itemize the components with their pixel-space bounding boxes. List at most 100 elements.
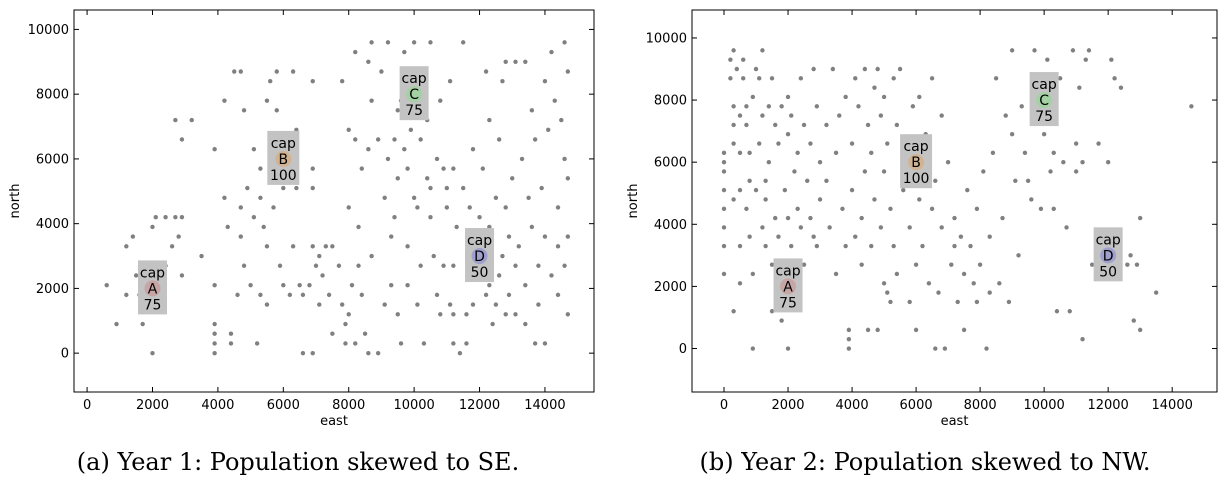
facility-id-label: B: [911, 155, 921, 171]
demand-point: [421, 341, 427, 346]
demand-point: [1022, 150, 1028, 156]
x-tick-label: 0: [720, 398, 728, 413]
demand-point: [562, 156, 567, 162]
y-tick-label: 8000: [36, 88, 69, 103]
demand-point: [1054, 309, 1060, 314]
demand-point: [366, 147, 371, 152]
x-tick-label: 2000: [771, 398, 804, 413]
demand-point: [837, 113, 842, 118]
facility-marker: [908, 154, 925, 171]
demand-point: [290, 69, 296, 74]
facility-cap-label: cap: [271, 136, 296, 152]
demand-point: [1057, 76, 1063, 81]
demand-point: [212, 341, 217, 346]
facility-marker: [1100, 247, 1117, 264]
demand-point: [336, 263, 342, 268]
demand-point: [789, 113, 794, 118]
demand-point: [734, 66, 740, 72]
demand-point: [385, 156, 391, 162]
demand-point: [1105, 159, 1111, 165]
demand-point: [961, 271, 967, 277]
facility-id-label: D: [1103, 248, 1114, 264]
demand-point: [901, 187, 906, 193]
demand-point: [798, 225, 804, 230]
demand-point: [744, 104, 749, 109]
demand-point: [843, 94, 848, 100]
demand-point: [470, 302, 476, 307]
demand-point: [402, 147, 407, 152]
demand-point: [532, 137, 538, 142]
demand-point: [389, 282, 394, 288]
subfigure-caption: (a) Year 1: Population skewed to SE.: [77, 448, 519, 476]
demand-point: [330, 331, 335, 336]
demand-point: [1083, 57, 1088, 62]
demand-point: [382, 195, 387, 200]
demand-point: [1070, 48, 1076, 53]
demand-point: [949, 262, 954, 267]
demand-point: [271, 205, 276, 210]
demand-point: [411, 40, 417, 45]
demand-point: [542, 341, 548, 346]
demand-point: [379, 69, 384, 74]
demand-point: [1048, 169, 1053, 174]
demand-point: [290, 244, 296, 249]
demand-point: [894, 122, 900, 128]
demand-point: [766, 159, 772, 165]
demand-point: [294, 127, 299, 132]
facility-id-label: A: [148, 281, 158, 297]
demand-point: [840, 206, 845, 211]
demand-point: [769, 262, 775, 267]
demand-point: [856, 104, 861, 109]
demand-point: [753, 187, 759, 193]
demand-point: [1064, 225, 1069, 230]
demand-point: [1128, 253, 1133, 258]
demand-point: [773, 215, 778, 221]
facility-capacity-label: 50: [1099, 264, 1117, 280]
demand-point: [526, 195, 531, 200]
demand-point: [875, 66, 880, 72]
demand-point: [869, 243, 874, 249]
demand-point: [353, 137, 358, 142]
demand-point: [457, 350, 463, 356]
facility-marker: [780, 278, 797, 295]
demand-point: [939, 113, 944, 118]
demand-point: [1013, 178, 1018, 184]
demand-point: [261, 224, 266, 230]
demand-point: [958, 234, 964, 239]
demand-point: [241, 108, 247, 113]
demand-point: [1077, 85, 1082, 90]
demand-point: [313, 263, 319, 268]
demand-point: [942, 346, 948, 351]
demand-point: [163, 214, 168, 220]
demand-point: [124, 292, 129, 298]
demand-point: [251, 214, 257, 220]
demand-point: [814, 104, 820, 109]
demand-point: [747, 234, 752, 239]
demand-point: [346, 205, 351, 210]
demand-point: [398, 341, 404, 346]
x-tick-label: 8000: [964, 398, 997, 413]
demand-point: [814, 243, 820, 249]
facility-capacity-label: 75: [779, 295, 797, 311]
demand-point: [500, 79, 505, 84]
demand-point: [133, 273, 139, 278]
y-axis-label: north: [8, 184, 23, 219]
demand-point: [1096, 141, 1101, 146]
demand-point: [179, 273, 185, 278]
demand-point: [444, 185, 450, 191]
demand-point: [869, 150, 874, 156]
demand-point: [843, 243, 848, 249]
demand-point: [808, 141, 813, 146]
demand-point: [926, 281, 932, 286]
demand-point: [438, 312, 443, 317]
demand-point: [353, 49, 358, 55]
demand-point: [936, 290, 941, 295]
demand-point: [897, 66, 903, 72]
demand-point: [894, 271, 900, 277]
demand-point: [750, 346, 756, 351]
demand-point: [362, 331, 368, 336]
demand-point: [565, 234, 571, 239]
demand-point: [827, 225, 832, 230]
demand-point: [817, 197, 823, 202]
demand-point: [1112, 76, 1117, 81]
